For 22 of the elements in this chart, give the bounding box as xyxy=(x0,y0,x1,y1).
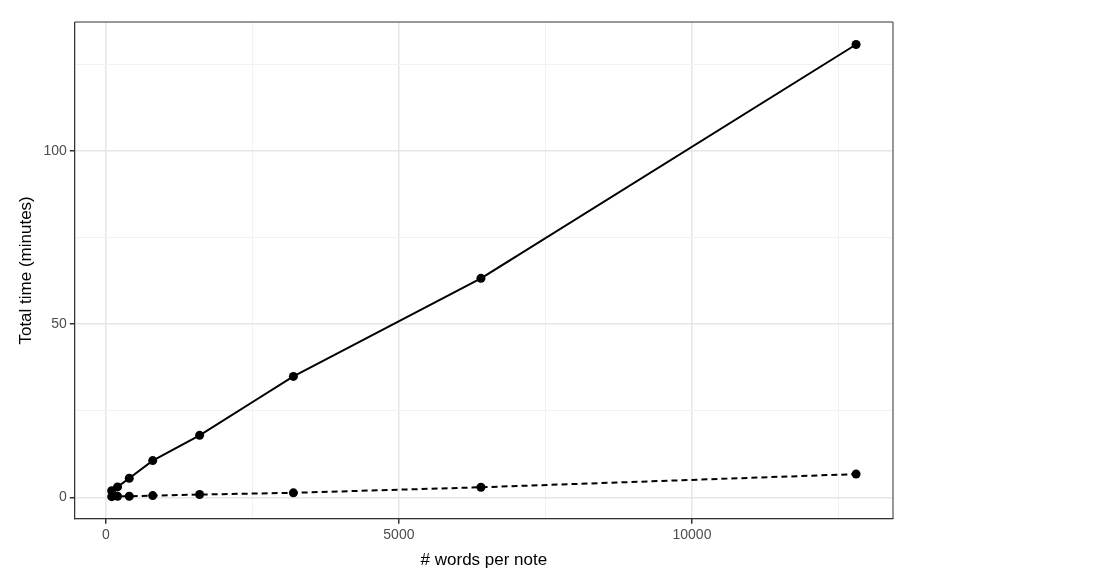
point xyxy=(195,430,205,440)
point xyxy=(851,469,861,479)
point xyxy=(476,482,486,492)
point xyxy=(113,491,123,501)
x-tick-label: 10000 xyxy=(672,526,712,543)
point xyxy=(124,491,134,501)
y-tick-label: 50 xyxy=(51,314,67,331)
point xyxy=(124,473,134,483)
point xyxy=(113,482,123,492)
y-tick-label: 0 xyxy=(58,488,67,505)
x-axis-title: # words per note xyxy=(420,550,548,570)
point xyxy=(288,488,298,498)
point xyxy=(195,490,205,500)
point xyxy=(148,491,158,501)
y-axis-title: Total time (minutes) xyxy=(15,196,35,345)
point xyxy=(851,40,861,50)
x-tick-label: 5000 xyxy=(383,526,415,543)
x-tick-label: 0 xyxy=(101,526,110,543)
y-tick-label: 100 xyxy=(43,141,67,158)
point xyxy=(288,371,298,381)
point xyxy=(476,273,486,283)
point xyxy=(148,456,158,466)
